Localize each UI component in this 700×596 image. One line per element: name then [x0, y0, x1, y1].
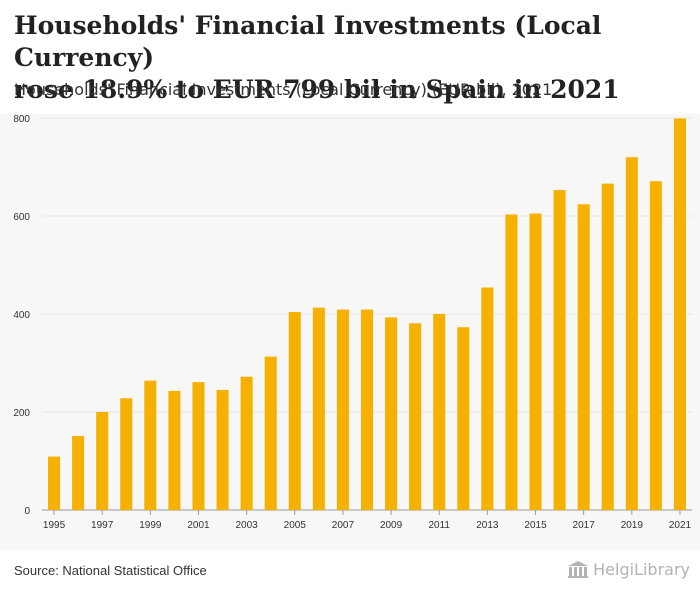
- y-tick-label: 200: [13, 408, 30, 419]
- title-line-2: rose 18.9% to EUR 799 bil in Spain in 20…: [14, 75, 620, 104]
- bar-2014: [505, 214, 518, 510]
- x-tick-label: 2011: [428, 520, 450, 531]
- bar-2011: [433, 314, 446, 510]
- chart-area: 0 200 400 600 800 1995 1997 1999 2001 2003 2005 200…: [0, 114, 700, 551]
- brand-logo: HelgiLibrary: [567, 560, 690, 579]
- x-tick-label: 2021: [669, 520, 692, 531]
- bar-2019: [625, 157, 638, 510]
- x-tick-label: 2019: [621, 520, 644, 531]
- bar-2012: [457, 327, 470, 510]
- x-tick-label: 1999: [139, 520, 162, 531]
- bar-2005: [288, 312, 301, 510]
- x-tick-label: 1995: [43, 520, 66, 531]
- bar-2001: [192, 382, 205, 510]
- bar-2003: [240, 376, 253, 510]
- bar-chart: 0 200 400 600 800 1995 1997 1999 2001 2003 2005 200…: [0, 114, 700, 551]
- x-tick-label: 2013: [476, 520, 499, 531]
- x-tick-label: 2017: [573, 520, 596, 531]
- bar-2021: [673, 118, 686, 511]
- x-tick-label: 2003: [236, 520, 259, 531]
- bar-1998: [120, 398, 133, 510]
- brand-name: HelgiLibrary: [593, 560, 690, 579]
- bar-1997: [96, 412, 109, 510]
- bar-2009: [385, 317, 398, 510]
- chart-title: Households' Financial Investments (Local…: [14, 10, 694, 106]
- y-tick-label: 0: [24, 506, 30, 517]
- bar-2006: [312, 307, 325, 510]
- bar-2020: [649, 181, 662, 510]
- bar-2007: [336, 309, 349, 510]
- bar-2008: [360, 309, 374, 510]
- bar-2015: [529, 213, 542, 511]
- x-tick-label: 2015: [524, 520, 547, 531]
- y-tick-label: 600: [13, 212, 30, 223]
- y-tick-label: 400: [13, 310, 30, 321]
- bar-2017: [577, 204, 590, 510]
- x-tick-label: 2009: [380, 520, 403, 531]
- bar-2002: [216, 389, 229, 510]
- bar-2004: [264, 356, 277, 510]
- bar-2000: [168, 390, 181, 510]
- title-line-1: Households' Financial Investments (Local…: [14, 11, 602, 72]
- x-tick-label: 2001: [187, 520, 210, 531]
- bar-2018: [601, 183, 614, 510]
- bar-1995: [48, 456, 61, 510]
- bar-2010: [409, 323, 422, 510]
- bar-2013: [481, 287, 494, 510]
- x-tick-label: 2007: [332, 520, 355, 531]
- x-tick-label: 2005: [284, 520, 307, 531]
- bar-2016: [553, 190, 566, 510]
- bar-1996: [72, 436, 85, 510]
- source-note: Source: National Statistical Office: [14, 563, 207, 578]
- bar-1999: [144, 380, 157, 510]
- library-icon: [568, 560, 589, 578]
- y-tick-label: 800: [13, 114, 30, 125]
- x-tick-label: 1997: [91, 520, 114, 531]
- chart-subtitle: Households' Financial Investments (Local…: [14, 80, 553, 99]
